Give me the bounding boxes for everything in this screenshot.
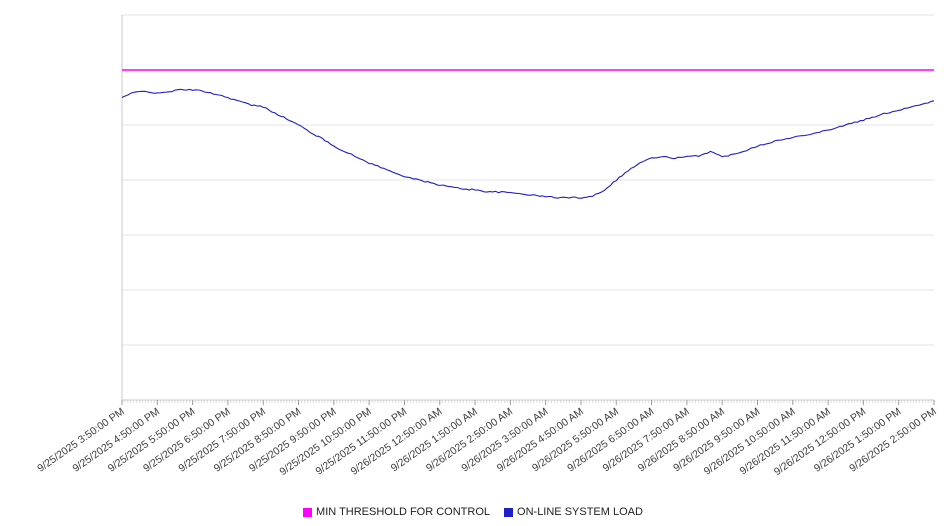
legend-item-system-load[interactable]: ON-LINE SYSTEM LOAD xyxy=(504,506,643,518)
legend-label-system-load: ON-LINE SYSTEM LOAD xyxy=(517,506,643,518)
legend-item-min-threshold[interactable]: MIN THRESHOLD FOR CONTROL xyxy=(303,506,490,518)
system-load-swatch-icon xyxy=(504,507,514,517)
chart-legend: MIN THRESHOLD FOR CONTROL ON-LINE SYSTEM… xyxy=(0,506,946,518)
legend-label-min-threshold: MIN THRESHOLD FOR CONTROL xyxy=(316,506,491,518)
min-threshold-swatch-icon xyxy=(303,507,313,517)
